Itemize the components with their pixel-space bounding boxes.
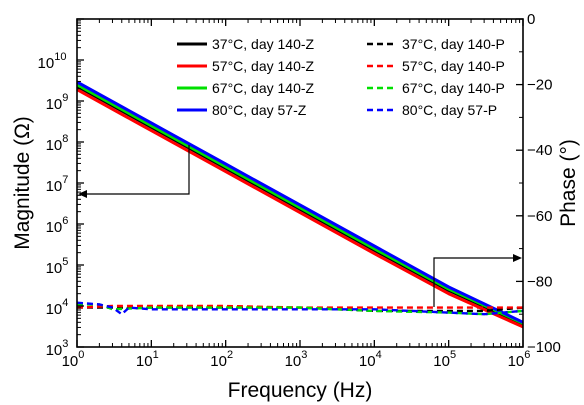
x-tick-label: 102 xyxy=(210,349,233,370)
plot-frame xyxy=(76,18,524,348)
legend-label: 37°C, day 140-P xyxy=(402,36,505,52)
legend-label: 80°C, day 57-P xyxy=(402,102,497,118)
y-right-tick-label: −40 xyxy=(527,142,552,159)
y-left-tick-label: 106 xyxy=(46,215,69,236)
y-left-tick-label: 105 xyxy=(46,256,69,277)
y-right-tick-label: −100 xyxy=(527,339,561,356)
legend-label: 67°C, day 140-Z xyxy=(212,80,315,96)
right-y-axis-title: Phase (°) xyxy=(557,139,580,227)
legend-label: 37°C, day 140-Z xyxy=(212,36,315,52)
legend-label: 80°C, day 57-Z xyxy=(212,102,307,118)
annotation-arrowhead-left xyxy=(78,190,87,198)
y-right-tick-label: 0 xyxy=(527,11,535,28)
annotation-arrow-right-axis xyxy=(433,257,516,307)
annotation-arrowhead-right xyxy=(513,254,522,262)
x-tick-label: 105 xyxy=(433,349,456,370)
legend-label: 57°C, day 140-P xyxy=(402,58,505,74)
x-tick-label: 104 xyxy=(359,349,382,370)
x-tick-label: 101 xyxy=(136,349,159,370)
series-line-8 xyxy=(76,301,524,316)
y-left-tick-label: 107 xyxy=(46,174,69,195)
series-line-2 xyxy=(76,88,524,329)
annotation-arrow-left-axis xyxy=(83,145,190,195)
y-left-tick-label: 108 xyxy=(46,133,69,154)
x-axis-title: Frequency (Hz) xyxy=(228,379,373,402)
y-right-tick-label: −20 xyxy=(527,77,552,94)
y-left-tick-label: 109 xyxy=(46,92,69,113)
legend-label: 57°C, day 140-Z xyxy=(212,58,315,74)
y-right-tick-label: −60 xyxy=(527,208,552,225)
series-line-3 xyxy=(76,83,524,325)
series-line-4 xyxy=(76,80,524,324)
x-tick-label: 100 xyxy=(62,349,85,370)
legend-label: 67°C, day 140-P xyxy=(402,80,505,96)
y-left-tick-label: 1010 xyxy=(38,51,67,72)
y-right-tick-label: −80 xyxy=(527,273,552,290)
x-tick-label: 103 xyxy=(285,349,308,370)
left-y-axis-title: Magnitude (Ω) xyxy=(11,116,34,250)
y-left-tick-label: 104 xyxy=(46,297,69,318)
